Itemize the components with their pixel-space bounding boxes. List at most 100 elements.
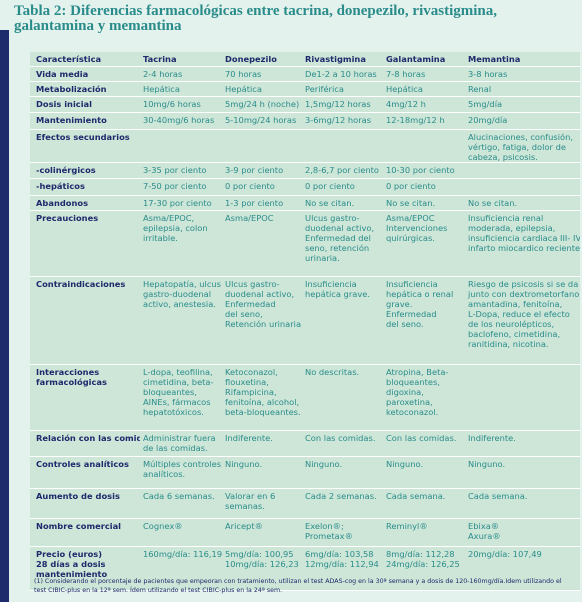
cell: Relación con las comidas <box>30 430 140 457</box>
cell: Alucinaciones, confusión, vértigo, fatiga… <box>465 129 580 163</box>
cell-text: AINEs, fármacos <box>143 396 211 407</box>
cell: 5mg/día <box>465 96 580 113</box>
cell: Precio (euros) 28 días a dosis mantenimien… <box>30 546 140 591</box>
cell-text: Ninguno. <box>468 458 506 469</box>
cell: 0 por ciento <box>302 178 383 196</box>
cell: 5-10mg/24 horas <box>222 112 302 130</box>
cell <box>465 178 580 196</box>
cell: Ninguno. <box>465 456 580 489</box>
cell-text: analíticos. <box>143 468 186 479</box>
cell: Abandonos <box>30 195 140 211</box>
cell-text: 2-4 horas <box>143 68 183 79</box>
cell-text: No se citan. <box>305 197 355 208</box>
cell-text: Múltiples controles <box>143 458 222 469</box>
cell-text: 70 horas <box>225 68 262 79</box>
row: Nombre comercial Cognex® Aricept® Exelon®; P… <box>30 518 580 547</box>
cell-text: 3-8 horas <box>468 68 508 79</box>
cell-text: -colinérgicos <box>36 164 96 175</box>
cell-text: amantadina, fenitoína, <box>468 298 563 309</box>
cell-text: Cognex® <box>143 520 183 531</box>
cell-text: digoxina, <box>386 386 424 397</box>
row: Contraindicaciones Hepatopatía, ulcus gast… <box>30 276 580 365</box>
cell: Hepática <box>383 81 465 97</box>
cell: Precauciones <box>30 210 140 277</box>
header-cell: Memantina <box>465 52 580 67</box>
cell: Cada semana. <box>383 488 465 519</box>
cell-text: 10mg/6 horas <box>143 98 201 109</box>
header-cell: Tacrina <box>140 52 222 67</box>
cell-text: farmacológicas <box>36 376 107 387</box>
cell: 10mg/6 horas <box>140 96 222 113</box>
cell-text: Retención urinaria. <box>225 318 302 329</box>
header-cell: Característica <box>30 52 140 67</box>
cell: 3-9 por ciento <box>222 162 302 179</box>
cell-text: Insuficiencia <box>305 278 357 289</box>
cell-text: bloqueantes, <box>143 386 197 397</box>
cell: 8mg/día: 112,28 24mg/día: 126,25 <box>383 546 465 591</box>
cell-text: Hepática <box>143 83 180 94</box>
cell-text: Hepática <box>386 83 423 94</box>
cell: Aumento de dosis <box>30 488 140 519</box>
row: Aumento de dosis Cada 6 semanas. Valorar e… <box>30 488 580 519</box>
cell: Mantenimiento <box>30 112 140 130</box>
cell <box>140 129 222 163</box>
cell-text: 3-6mg/12 horas <box>305 114 372 125</box>
cell-text: 12mg/día: 112,94 <box>305 558 379 569</box>
cell-text: 24mg/día: 126,25 <box>386 558 460 569</box>
cell-text: ranitidina, nicotina. <box>468 338 549 349</box>
cell-text: Indiferente. <box>225 432 273 443</box>
cell-text: de las comidas. <box>143 442 208 453</box>
cell-text: 0 por ciento <box>386 180 436 191</box>
cell: 2,8-6,7 por ciento <box>302 162 383 179</box>
cell-text: Efectos secundarios <box>36 131 130 142</box>
side-stripe <box>0 30 9 602</box>
cell-text: infarto miocardico reciente. <box>468 242 580 253</box>
cell-text: 5mg/día: 100,95 <box>225 548 294 559</box>
footnote: (1) Considerando el porcentaje de pacien… <box>34 578 562 594</box>
cell-text: Riesgo de psicosis si se da <box>468 278 579 289</box>
cell: 20mg/día: 107,49 <box>465 546 580 591</box>
cell-text: paroxetina, <box>386 396 433 407</box>
cell: 3-35 por ciento <box>140 162 222 179</box>
cell-text: 28 días a dosis <box>36 558 106 569</box>
cell-text: 0 por ciento <box>305 180 355 191</box>
cell <box>465 364 580 431</box>
cell-text: Axura® <box>468 530 501 541</box>
cell: 10-30 por ciento <box>383 162 465 179</box>
cell-text: hepática o renal <box>386 288 454 299</box>
cell-text: Vida media <box>36 68 89 79</box>
cell-text: -hepáticos <box>36 180 85 191</box>
cell: 3-8 horas <box>465 66 580 82</box>
cell-text: ketoconazol. <box>386 406 439 417</box>
cell-text: epilepsia, colon <box>143 222 208 233</box>
header-text: Rivastigmina <box>305 54 366 64</box>
cell: 4mg/12 h <box>383 96 465 113</box>
cell-text: Mantenimiento <box>36 114 107 125</box>
cell-text: L-dopa, teofilina, <box>143 366 213 377</box>
cell-text: 10mg/día: 126,23 <box>225 558 299 569</box>
cell: No se citan. <box>383 195 465 211</box>
cell: 30-40mg/6 horas <box>140 112 222 130</box>
cell: Con las comidas. <box>383 430 465 457</box>
cell-text: 8mg/día: 112,28 <box>386 548 455 559</box>
cell: 2-4 horas <box>140 66 222 82</box>
cell-text: Aumento de dosis <box>36 490 120 501</box>
cell: Ulcus gastro-duodenal activo, Enfermedad d… <box>222 276 302 365</box>
cell: Renal <box>465 81 580 97</box>
row: -colinérgicos 3-35 por ciento 3-9 por cien… <box>30 162 580 179</box>
cell: Cada 6 semanas. <box>140 488 222 519</box>
cell-text: Nombre comercial <box>36 520 122 531</box>
cell-text: 10-30 por ciento <box>386 164 455 175</box>
cell: No se citan. <box>302 195 383 211</box>
cell-text: Ninguno. <box>386 458 424 469</box>
cell-text: 6mg/día: 103,58 <box>305 548 374 559</box>
cell-text: Intervenciones <box>386 222 448 233</box>
row: Precio (euros) 28 días a dosis mantenimien… <box>30 546 580 591</box>
cell: Dosis inicial <box>30 96 140 113</box>
header-row: Característica Tacrina Donepezilo Rivastigm… <box>30 52 580 67</box>
cell: Cada 2 semanas. <box>302 488 383 519</box>
cell-text: Con las comidas. <box>386 432 457 443</box>
cell-text: mantenimiento <box>36 568 108 579</box>
cell: Asma/EPOC <box>222 210 302 277</box>
cell-text: De1-2 a 10 horas <box>305 68 377 79</box>
